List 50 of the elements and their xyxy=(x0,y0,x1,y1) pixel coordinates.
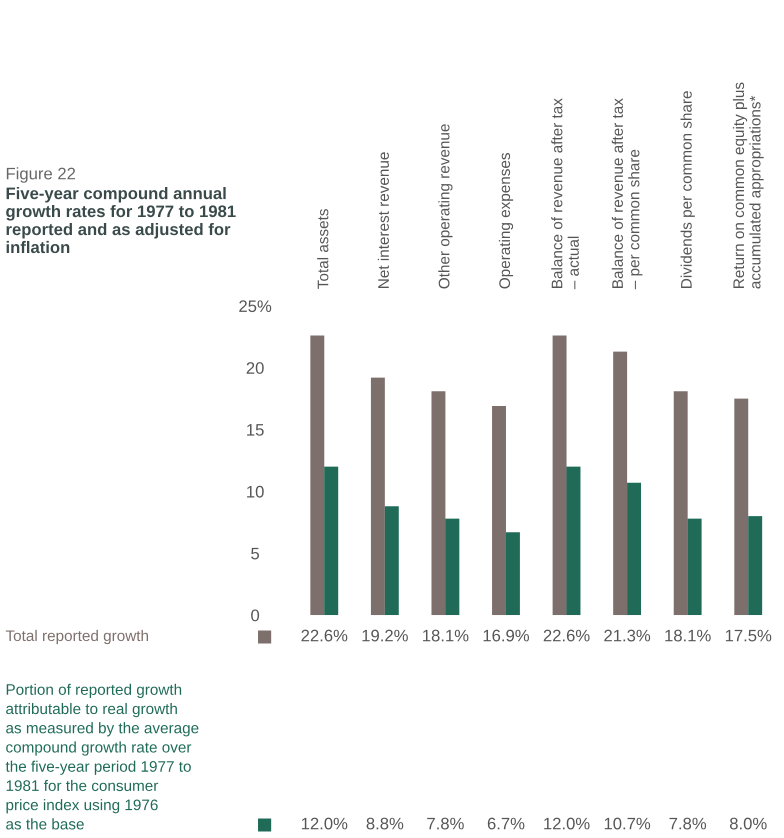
x-tick-label: Return on common equity plus accumulated appropriations* xyxy=(732,82,764,289)
data-label: 16.9% xyxy=(484,630,530,642)
x-tick-label: Other operating revenue xyxy=(438,124,453,288)
bar xyxy=(734,398,748,616)
bar xyxy=(748,516,762,616)
data-label: 22.6% xyxy=(301,630,348,642)
data-label: 18.1% xyxy=(665,630,711,642)
text: Figure 22 xyxy=(6,167,76,183)
y-tick-label: 15 xyxy=(247,424,264,436)
data-label: 22.6% xyxy=(544,630,590,642)
bar xyxy=(384,506,399,616)
bar xyxy=(627,482,642,616)
x-tick-label: Dividends per common share xyxy=(680,91,695,288)
data-label: 21.3% xyxy=(604,630,650,642)
y-tick-label: 5 xyxy=(251,548,260,560)
text: Five-year compound annual growth rates for 1977 to 1981 reported and as adjusted for inflation xyxy=(6,187,236,254)
bar xyxy=(445,518,460,616)
bar xyxy=(566,466,580,616)
data-label: 18.1% xyxy=(423,630,468,642)
y-tick-label: 25% xyxy=(239,300,272,312)
x-tick-label: Operating expenses xyxy=(498,153,514,288)
bar xyxy=(310,336,324,616)
bar xyxy=(674,391,688,616)
data-label: 7.8% xyxy=(427,818,464,830)
y-tick-label: 0 xyxy=(251,609,260,622)
bar xyxy=(492,406,506,616)
bar xyxy=(370,378,385,616)
text: Total reported growth xyxy=(6,630,148,644)
data-label: 12.0% xyxy=(544,818,590,830)
text: Portion of reported growth attributable to real growth as measured by the average compound growth rate over the five-year period 1977 to 1981 for the consumer price index using 1976 as the base xyxy=(6,684,198,830)
data-label: 7.8% xyxy=(670,818,706,830)
y-tick-label: 10 xyxy=(247,486,264,498)
data-label: 8.0% xyxy=(730,818,767,830)
bar xyxy=(552,336,567,616)
bar xyxy=(431,391,446,616)
bar xyxy=(506,532,520,616)
data-label: 19.2% xyxy=(362,630,408,642)
x-tick-label: Balance of revenue after tax – per common share xyxy=(612,98,642,290)
data-label: 6.7% xyxy=(488,818,524,830)
bar xyxy=(613,352,628,616)
x-tick-label: Total assets xyxy=(317,209,328,289)
bar xyxy=(324,466,338,616)
data-label: 17.5% xyxy=(726,630,772,642)
bar xyxy=(688,518,702,616)
y-tick-label: 20 xyxy=(246,362,264,374)
x-tick-label: Net interest revenue xyxy=(378,152,389,288)
data-label: 12.0% xyxy=(302,818,348,830)
x-tick-label: Balance of revenue after tax – actual xyxy=(551,98,579,290)
data-label: 8.8% xyxy=(366,818,404,830)
data-label: 10.7% xyxy=(604,818,650,830)
